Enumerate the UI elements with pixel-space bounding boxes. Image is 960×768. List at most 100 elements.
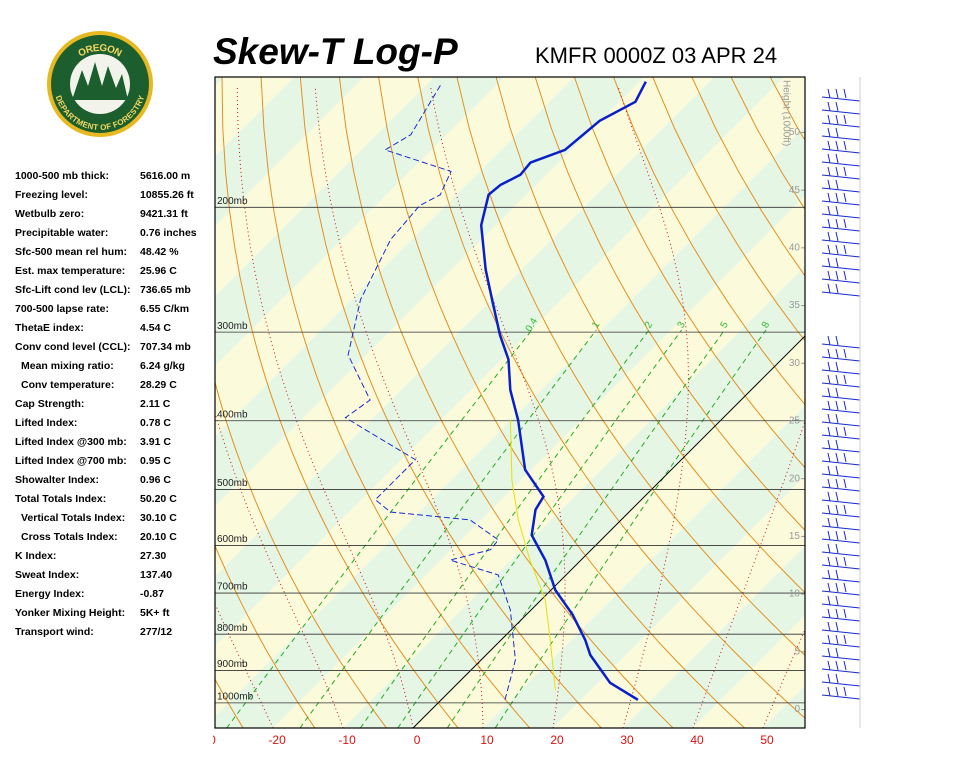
barb-flag bbox=[827, 556, 831, 567]
barb-flag bbox=[827, 283, 831, 294]
barb-flag bbox=[835, 127, 839, 138]
barb-flag bbox=[835, 686, 839, 697]
barb-staff bbox=[821, 226, 861, 232]
barb-staff bbox=[821, 668, 861, 674]
dry-adiabat bbox=[573, 77, 805, 469]
isotherm-band bbox=[343, 266, 805, 728]
height-tick-label: 15 bbox=[789, 531, 801, 542]
stat-value: 10855.26 ft bbox=[140, 189, 194, 201]
barb-flag bbox=[827, 595, 831, 606]
pressure-label: 300mb bbox=[217, 321, 248, 332]
x-tick-label: 20 bbox=[550, 733, 564, 747]
sounding-line bbox=[344, 83, 516, 700]
x-tick-label: 40 bbox=[690, 733, 704, 747]
stat-label: Lifted Index: bbox=[15, 417, 77, 429]
barb-flag bbox=[835, 335, 839, 346]
plot-area: 0.4 1 2 3 5 8 bbox=[215, 77, 960, 728]
barb-staff bbox=[821, 538, 861, 544]
stat-value: -0.87 bbox=[140, 588, 164, 600]
barb-staff bbox=[821, 382, 861, 388]
barb-flag bbox=[827, 543, 831, 554]
x-axis-labels: -30 -20 -10 0 10 20 30 40 50 bbox=[213, 733, 774, 747]
barb-staff bbox=[821, 590, 861, 596]
barb-flag bbox=[827, 179, 831, 190]
dry-adiabat bbox=[809, 77, 960, 728]
height-tick-label: 50 bbox=[789, 127, 801, 138]
barb-flag bbox=[827, 192, 831, 203]
pressure-label: 700mb bbox=[217, 582, 248, 593]
barb-staff bbox=[821, 421, 861, 427]
dry-adiabat bbox=[495, 77, 805, 594]
barb-staff bbox=[821, 395, 861, 401]
barb-flag bbox=[843, 426, 847, 437]
barb-staff bbox=[821, 681, 861, 687]
stat-value: 277/12 bbox=[140, 626, 172, 638]
chart-subtitle: KMFR 0000Z 03 APR 24 bbox=[535, 43, 777, 68]
barb-flag bbox=[843, 452, 847, 463]
barb-staff bbox=[821, 291, 861, 297]
barb-flag bbox=[835, 634, 839, 645]
stat-value: 5616.00 m bbox=[140, 170, 190, 182]
pressure-label: 200mb bbox=[217, 196, 248, 207]
barb-staff bbox=[821, 551, 861, 557]
barb-staff bbox=[821, 447, 861, 453]
barb-flag bbox=[827, 127, 831, 138]
moist-adiabat bbox=[903, 86, 960, 728]
barb-staff bbox=[821, 655, 861, 661]
barb-flag bbox=[843, 114, 847, 125]
stat-value: 5K+ ft bbox=[140, 607, 170, 619]
barb-flag bbox=[827, 140, 831, 151]
stat-value: 3.91 C bbox=[140, 436, 171, 448]
barb-flag bbox=[835, 621, 839, 632]
stat-value: 25.96 C bbox=[140, 265, 177, 277]
stat-value: 27.30 bbox=[140, 550, 166, 562]
stat-value: 9421.31 ft bbox=[140, 208, 188, 220]
barb-flag bbox=[835, 595, 839, 606]
stats-table: 1000-500 mb thick: 5616.00 m Freezing leve… bbox=[15, 170, 197, 638]
barb-staff bbox=[821, 356, 861, 362]
barb-flag bbox=[835, 140, 839, 151]
stat-label: Est. max temperature: bbox=[15, 265, 125, 277]
plot-frame bbox=[214, 76, 806, 729]
barb-staff bbox=[821, 122, 861, 128]
barb-staff bbox=[821, 694, 861, 700]
barb-flag bbox=[827, 530, 831, 541]
moist-adiabat bbox=[236, 86, 414, 728]
logo-top-path: OREGON bbox=[76, 42, 123, 59]
barb-flag bbox=[835, 179, 839, 190]
barb-staff bbox=[821, 278, 861, 284]
stat-label: Total Totals Index: bbox=[15, 493, 106, 505]
moist-adiabat bbox=[762, 628, 805, 728]
dry-adiabat bbox=[378, 77, 746, 728]
barb-flag bbox=[843, 218, 847, 229]
barb-flag bbox=[827, 569, 831, 580]
barb-flag bbox=[827, 673, 831, 684]
barb-staff bbox=[821, 499, 861, 505]
barb-flag bbox=[835, 556, 839, 567]
mixing-ratio-label: 3 bbox=[676, 320, 689, 331]
barb-staff bbox=[821, 96, 861, 102]
barb-staff bbox=[821, 486, 861, 492]
dry-adiabat bbox=[338, 77, 674, 728]
barb-flag bbox=[835, 348, 839, 359]
barb-flag bbox=[827, 205, 831, 216]
barb-flag bbox=[827, 647, 831, 658]
mixing-ratio-label: 5 bbox=[719, 320, 732, 331]
barb-flag bbox=[827, 478, 831, 489]
barb-flag bbox=[843, 192, 847, 203]
moist-adiabat bbox=[215, 410, 344, 728]
barb-flag bbox=[843, 140, 847, 151]
barb-staff bbox=[821, 460, 861, 466]
stat-label: Precipitable water: bbox=[15, 227, 108, 239]
stat-value: 0.76 inches bbox=[140, 227, 197, 239]
barb-flag bbox=[843, 166, 847, 177]
dry-adiabat bbox=[221, 77, 459, 728]
sounding-line bbox=[479, 81, 647, 701]
stat-value: 50.20 C bbox=[140, 493, 177, 505]
dry-adiabat bbox=[417, 77, 805, 719]
dry-adiabat bbox=[927, 77, 960, 728]
x-tick-label: -20 bbox=[268, 733, 286, 747]
barb-flag bbox=[827, 426, 831, 437]
barb-flag bbox=[827, 452, 831, 463]
height-tick-label: 35 bbox=[789, 300, 801, 311]
